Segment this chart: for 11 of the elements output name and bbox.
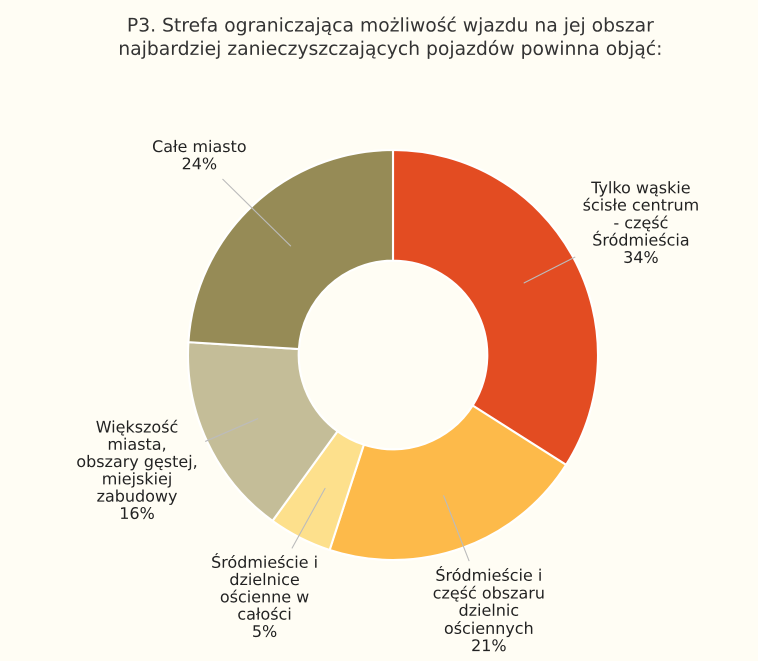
slice-label: Śródmieście i dzielnice ościenne w całości [212,553,317,620]
slice-label: Całe miasto [152,140,246,152]
data-label: 16% [121,507,154,520]
data-label: 5% [253,625,276,638]
slice-label: Tylko wąskie ścisłe centrum - część Śródmieścia [584,181,698,246]
data-label: 34% [624,250,658,264]
data-label: 24% [182,157,216,170]
data-label: 21% [472,639,506,652]
slice-label: Większość miasta, obszary gęstej, miejskiej zabudowy [77,420,196,505]
chart-title: P3. Strefa ograniczająca możliwość wjazdu na jej obszar najbardziej zanieczyszczających pojazdów powinna objąć: [120,16,660,59]
slice-label: Śródmieście i część obszaru dzielnic ościennych [434,566,544,638]
